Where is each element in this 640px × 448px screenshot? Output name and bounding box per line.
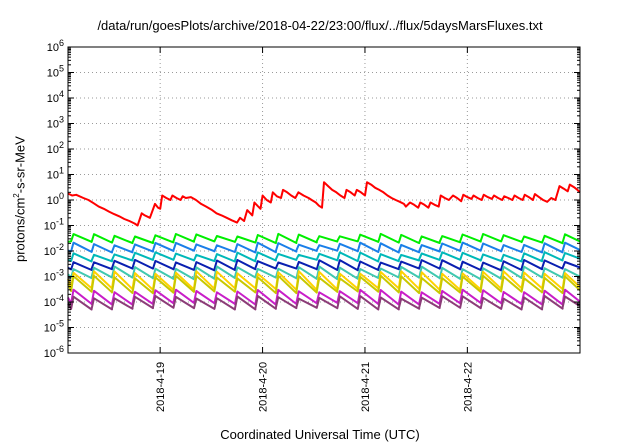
x-axis: 2018-4-19 2018-4-20 2018-4-21 2018-4-22 [155,47,474,412]
y-tick-label: 105 [47,64,64,80]
series-line-0 [67,181,581,227]
series-line-2 [67,241,581,254]
x-tick-label: 2018-4-21 [360,362,372,412]
y-tick-label: 10-3 [44,268,64,284]
y-tick-label: 103 [47,115,64,131]
y-axis: 10-6 10-5 10-4 10-3 10-2 10-1 100 101 102 103 104 1… [44,38,580,360]
x-tick-label: 2018-4-19 [155,362,167,412]
y-tick-label: 10-5 [44,319,64,335]
x-tick-label: 2018-4-20 [258,362,270,412]
y-tick-label: 10-1 [44,217,64,233]
x-tick-label: 2018-4-22 [462,362,474,412]
series-lines [67,181,581,311]
y-tick-label: 101 [47,166,64,182]
series-line-9 [67,295,581,311]
series-line-3 [67,251,581,263]
x-axis-label: Coordinated Universal Time (UTC) [220,427,420,442]
y-tick-label: 102 [47,140,64,156]
y-tick-label: 10-4 [44,293,64,309]
y-tick-label: 100 [47,191,64,207]
y-tick-label: 104 [47,89,64,105]
y-tick-label: 10-2 [44,242,64,258]
y-tick-label: 106 [47,38,64,54]
series-line-7 [67,274,581,295]
series-line-1 [67,232,581,245]
series-line-5 [67,265,581,281]
series-line-4 [67,258,581,272]
y-tick-label: 10-6 [44,344,64,360]
chart-title: /data/run/goesPlots/archive/2018-04-22/2… [97,18,543,33]
